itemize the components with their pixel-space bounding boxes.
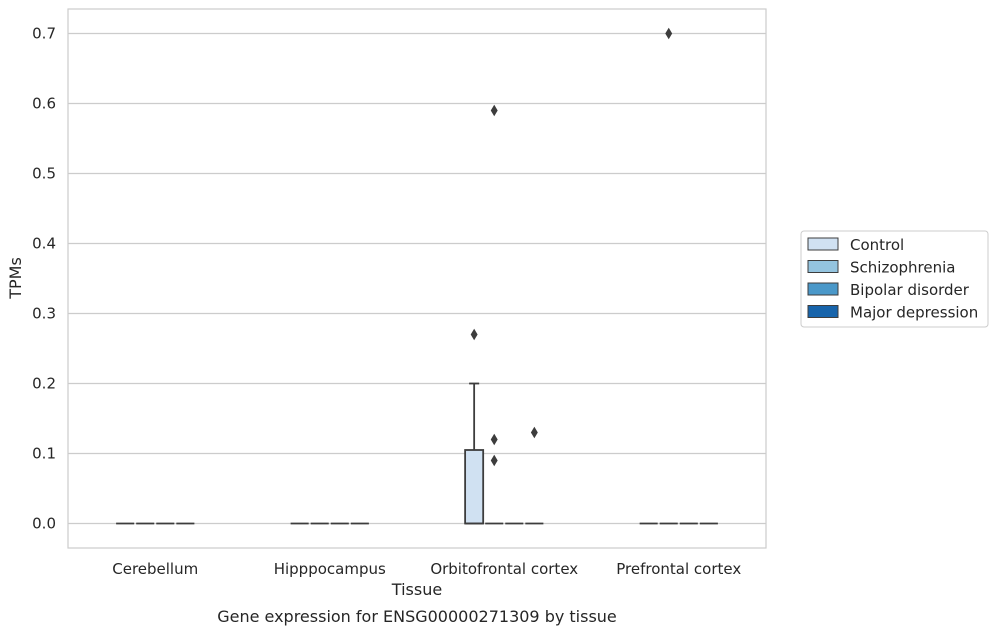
legend-frame xyxy=(800,230,989,328)
legend-swatch xyxy=(807,305,839,318)
y-axis-label: TPMs xyxy=(6,257,25,300)
outliers xyxy=(470,27,673,467)
x-tick-label: Cerebellum xyxy=(112,560,198,578)
box-plots xyxy=(116,382,718,525)
x-tick-label: Orbitofrontal cortex xyxy=(430,560,578,578)
gridlines xyxy=(68,32,766,525)
x-tick-label: Prefrontal cortex xyxy=(616,560,741,578)
legend-label: Major depression xyxy=(850,304,978,322)
y-tick-label: 0.6 xyxy=(32,95,56,113)
y-tick-label: 0.4 xyxy=(32,235,56,253)
x-axis-ticks: Cerebellum Hipppocampus Orbitofrontal cort… xyxy=(112,560,741,578)
outlier-point xyxy=(490,454,498,467)
x-axis-label: Tissue xyxy=(391,580,442,599)
box-orbitofrontal-cortex-control xyxy=(464,382,485,525)
legend-label: Bipolar disorder xyxy=(850,281,970,299)
legend: Control Schizophrenia Bipolar disorder Majo… xyxy=(800,230,989,328)
chart-caption: Gene expression for ENSG00000271309 by t… xyxy=(217,607,617,626)
y-tick-label: 0.1 xyxy=(32,445,56,463)
outlier-point xyxy=(530,426,538,439)
y-axis-ticks: 0.0 0.1 0.2 0.3 0.4 0.5 0.6 0.7 xyxy=(32,25,56,533)
x-tick-label: Hipppocampus xyxy=(274,560,386,578)
outlier-point xyxy=(490,104,498,117)
legend-swatch xyxy=(807,237,839,251)
outlier-point xyxy=(490,433,498,446)
y-tick-label: 0.3 xyxy=(32,305,56,323)
legend-swatch xyxy=(807,282,839,296)
y-tick-label: 0.7 xyxy=(32,25,56,43)
outlier-point xyxy=(470,328,478,341)
legend-label: Control xyxy=(850,236,904,254)
plot-area-frame xyxy=(67,8,767,549)
box-body xyxy=(464,449,485,525)
legend-label: Schizophrenia xyxy=(850,259,955,277)
outlier-point xyxy=(665,27,673,40)
legend-swatch xyxy=(807,260,839,273)
y-tick-label: 0.0 xyxy=(32,515,56,533)
y-tick-label: 0.5 xyxy=(32,165,56,183)
y-tick-label: 0.2 xyxy=(32,375,56,393)
